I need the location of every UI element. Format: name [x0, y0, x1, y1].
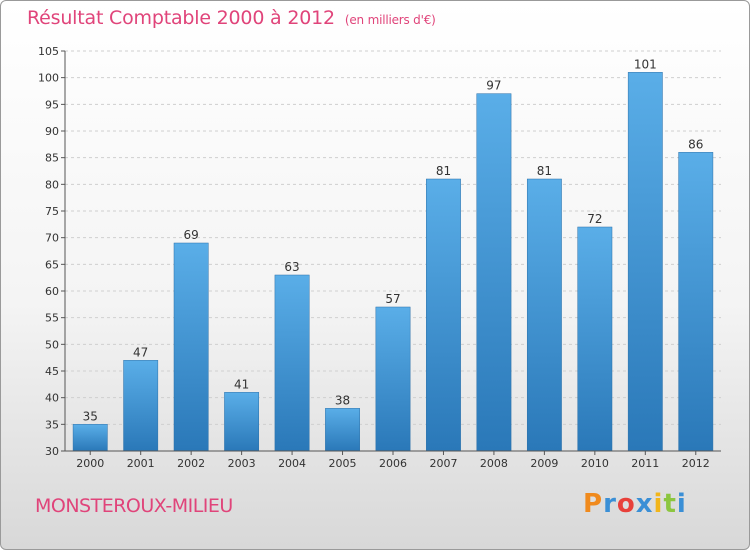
x-axis: 2000 2001 2002 2003 2004 2005 2006 2007 2008 2009…: [65, 450, 721, 470]
logo-letter: i: [676, 489, 687, 519]
y-tick-label: 60: [45, 285, 59, 298]
y-tick-label: 50: [45, 338, 59, 351]
y-tick-label: 90: [45, 125, 59, 138]
x-tick-label: 2007: [429, 457, 457, 470]
bar-value-label: 35: [83, 409, 98, 423]
bar-value-label: 57: [385, 292, 400, 306]
bar: [274, 274, 310, 452]
bar: [426, 178, 461, 452]
bars: 35 47 69 41 63 38 57 81 97 81 72 101 86: [72, 57, 714, 452]
place-name: MONSTEROUX-MILIEU: [35, 495, 233, 517]
x-tick-label: 2005: [329, 457, 357, 470]
x-tick-label: 2008: [480, 457, 508, 470]
x-tick-label: 2000: [76, 457, 104, 470]
bar-value-label: 63: [284, 260, 299, 274]
x-tick-label: 2011: [631, 457, 659, 470]
logo-letter: t: [663, 489, 677, 519]
x-tick-label: 2001: [127, 457, 155, 470]
chart-subtitle: (en milliers d'€): [344, 13, 436, 27]
x-tick-label: 2010: [581, 457, 609, 470]
x-tick-label: 2012: [682, 457, 710, 470]
bar: [476, 93, 512, 452]
y-tick-label: 65: [45, 258, 59, 271]
y-tick-label: 35: [45, 418, 59, 431]
bar-value-label: 69: [184, 228, 199, 242]
y-tick-label: 80: [45, 178, 59, 191]
bar-value-label: 72: [587, 212, 602, 226]
chart-title: Résultat Comptable 2000 à 2012 (en millie…: [27, 7, 436, 29]
bar-value-label: 101: [634, 57, 657, 71]
bar: [325, 408, 360, 452]
logo-letter: r: [603, 489, 617, 519]
bar: [526, 178, 562, 452]
bar: [72, 424, 108, 452]
logo-letter: x: [635, 489, 654, 519]
y-axis: 30 35 40 45 50 55 60 65 70 75 80 85 90 95 100 105: [38, 45, 66, 458]
bar-value-label: 97: [486, 79, 501, 93]
bar: [173, 242, 209, 452]
logo-letter: P: [583, 489, 604, 519]
chart-title-text: Résultat Comptable 2000 à 2012: [27, 7, 335, 29]
bar: [627, 72, 663, 452]
bar-value-label: 38: [335, 393, 350, 407]
y-tick-label: 100: [38, 72, 59, 85]
bar-value-label: 81: [436, 164, 451, 178]
bar-value-label: 81: [537, 164, 552, 178]
bar: [678, 152, 714, 452]
bar: [224, 392, 260, 452]
logo-letter: o: [616, 489, 636, 519]
bar-value-label: 47: [133, 345, 148, 359]
y-tick-label: 30: [45, 445, 59, 458]
x-tick-label: 2004: [278, 457, 306, 470]
y-tick-label: 45: [45, 365, 59, 378]
bar-value-label: 41: [234, 377, 249, 391]
x-tick-label: 2006: [379, 457, 407, 470]
y-tick-label: 70: [45, 232, 59, 245]
logo-letter: i: [653, 489, 664, 519]
bar-value-label: 86: [688, 137, 703, 151]
x-tick-label: 2009: [530, 457, 558, 470]
y-tick-label: 40: [45, 392, 59, 405]
bar: [375, 306, 411, 452]
y-tick-label: 105: [38, 45, 59, 58]
bar: [577, 226, 613, 452]
x-tick-label: 2002: [177, 457, 205, 470]
y-tick-label: 75: [45, 205, 59, 218]
bar: [123, 360, 159, 452]
proxiti-logo: Proxiti: [583, 489, 687, 519]
y-tick-label: 85: [45, 152, 59, 165]
y-tick-label: 95: [45, 98, 59, 111]
x-tick-label: 2003: [228, 457, 256, 470]
y-tick-label: 55: [45, 312, 59, 325]
